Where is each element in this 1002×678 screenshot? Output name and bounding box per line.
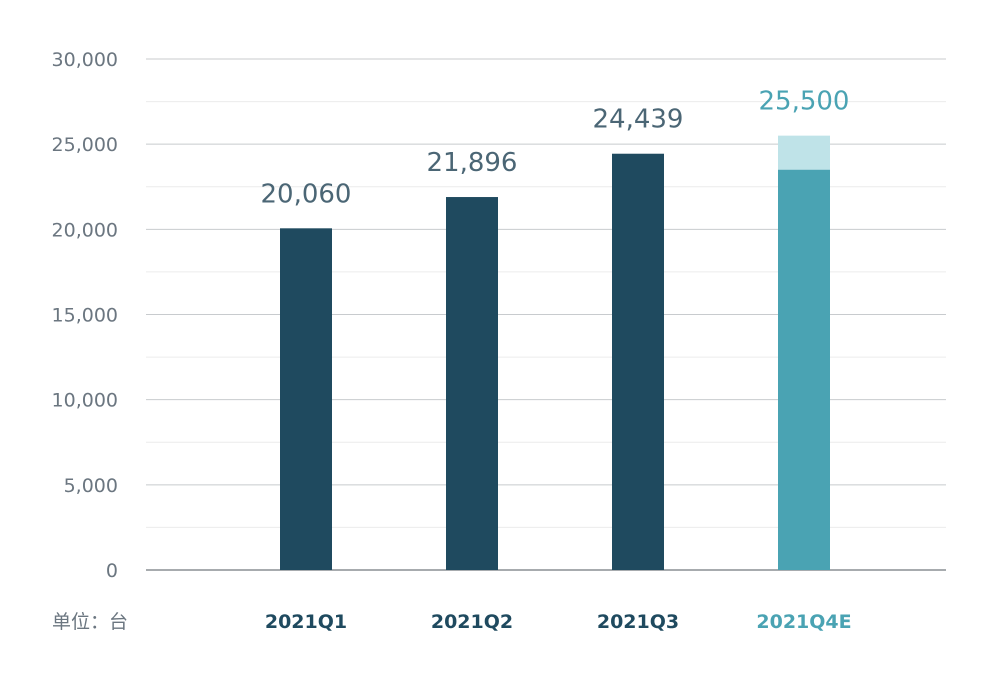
grid-lines: [146, 58, 946, 571]
bar-estimate-upper: [778, 135, 830, 170]
data-label: 21,896: [427, 148, 518, 178]
bar-estimate-base: [778, 169, 830, 570]
bar: [612, 153, 664, 571]
y-tick-label: 10,000: [52, 390, 118, 412]
data-label: 24,439: [593, 105, 684, 135]
category-label: 2021Q1: [265, 611, 347, 633]
category-label: 2021Q2: [431, 611, 513, 633]
bar: [446, 197, 498, 570]
bar: [280, 228, 332, 570]
y-tick-label: 0: [106, 560, 118, 582]
y-tick-label: 30,000: [52, 49, 118, 71]
data-labels: 20,060 21,896 24,439 25,500: [261, 87, 850, 210]
category-label: 2021Q4E: [756, 611, 851, 633]
data-label: 25,500: [759, 87, 850, 117]
y-tick-label: 5,000: [64, 475, 118, 497]
y-tick-label: 15,000: [52, 305, 118, 327]
y-tick-label: 25,000: [52, 134, 118, 156]
category-label: 2021Q3: [597, 611, 679, 633]
unit-label: 单位：台: [52, 611, 128, 633]
bars: [280, 135, 830, 571]
data-label: 20,060: [261, 179, 352, 209]
y-axis-ticks: 0 5,000 10,000 15,000 20,000 25,000 30,000: [52, 49, 118, 582]
y-tick-label: 20,000: [52, 219, 118, 241]
x-axis-categories: 2021Q1 2021Q2 2021Q3 2021Q4E: [265, 611, 852, 633]
